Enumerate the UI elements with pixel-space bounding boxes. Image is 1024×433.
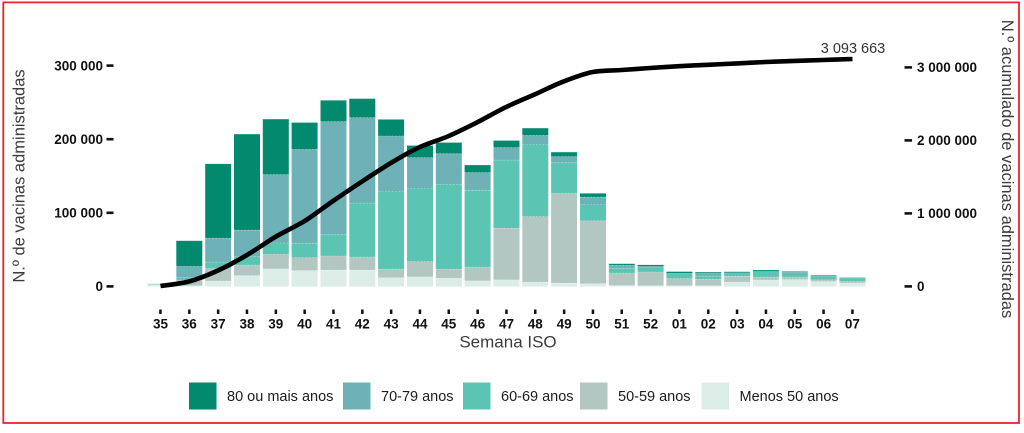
- svg-text:01: 01: [672, 317, 688, 332]
- svg-text:35: 35: [153, 317, 169, 332]
- svg-text:40: 40: [297, 317, 312, 332]
- svg-text:43: 43: [384, 317, 400, 332]
- svg-text:46: 46: [470, 317, 486, 332]
- svg-text:50-59 anos: 50-59 anos: [618, 389, 691, 405]
- svg-text:50: 50: [585, 317, 600, 332]
- svg-text:70-79 anos: 70-79 anos: [381, 389, 454, 405]
- svg-text:1 000 000: 1 000 000: [917, 206, 977, 221]
- svg-text:36: 36: [182, 317, 198, 332]
- svg-text:51: 51: [614, 317, 630, 332]
- svg-text:06: 06: [816, 317, 832, 332]
- svg-text:38: 38: [239, 317, 255, 332]
- svg-text:52: 52: [643, 317, 658, 332]
- svg-text:0: 0: [95, 279, 103, 294]
- svg-text:2 000 000: 2 000 000: [917, 133, 977, 148]
- svg-text:0: 0: [917, 279, 925, 294]
- svg-text:05: 05: [787, 317, 803, 332]
- svg-text:300 000: 300 000: [54, 58, 103, 73]
- svg-text:80 ou mais anos: 80 ou mais anos: [227, 389, 333, 405]
- svg-text:37: 37: [211, 317, 226, 332]
- svg-text:48: 48: [528, 317, 544, 332]
- svg-text:07: 07: [845, 317, 860, 332]
- svg-text:60-69 anos: 60-69 anos: [501, 389, 574, 405]
- svg-text:42: 42: [355, 317, 370, 332]
- svg-text:100 000: 100 000: [54, 206, 103, 221]
- svg-text:02: 02: [701, 317, 716, 332]
- svg-text:39: 39: [268, 317, 283, 332]
- svg-text:44: 44: [412, 317, 428, 332]
- svg-text:47: 47: [499, 317, 514, 332]
- svg-text:N.º de vacinas administradas: N.º de vacinas administradas: [11, 69, 29, 282]
- svg-text:Menos 50 anos: Menos 50 anos: [740, 389, 839, 405]
- svg-text:45: 45: [441, 317, 457, 332]
- svg-text:41: 41: [326, 317, 342, 332]
- svg-text:04: 04: [758, 317, 774, 332]
- svg-text:3 000 000: 3 000 000: [917, 60, 977, 75]
- svg-text:49: 49: [557, 317, 572, 332]
- svg-text:Semana ISO: Semana ISO: [459, 333, 556, 352]
- svg-text:N.º acumulado de vacinas admin: N.º acumulado de vacinas administradas: [998, 20, 1016, 319]
- svg-text:03: 03: [730, 317, 746, 332]
- svg-text:3 093 663: 3 093 663: [821, 41, 886, 57]
- svg-text:200 000: 200 000: [54, 132, 103, 147]
